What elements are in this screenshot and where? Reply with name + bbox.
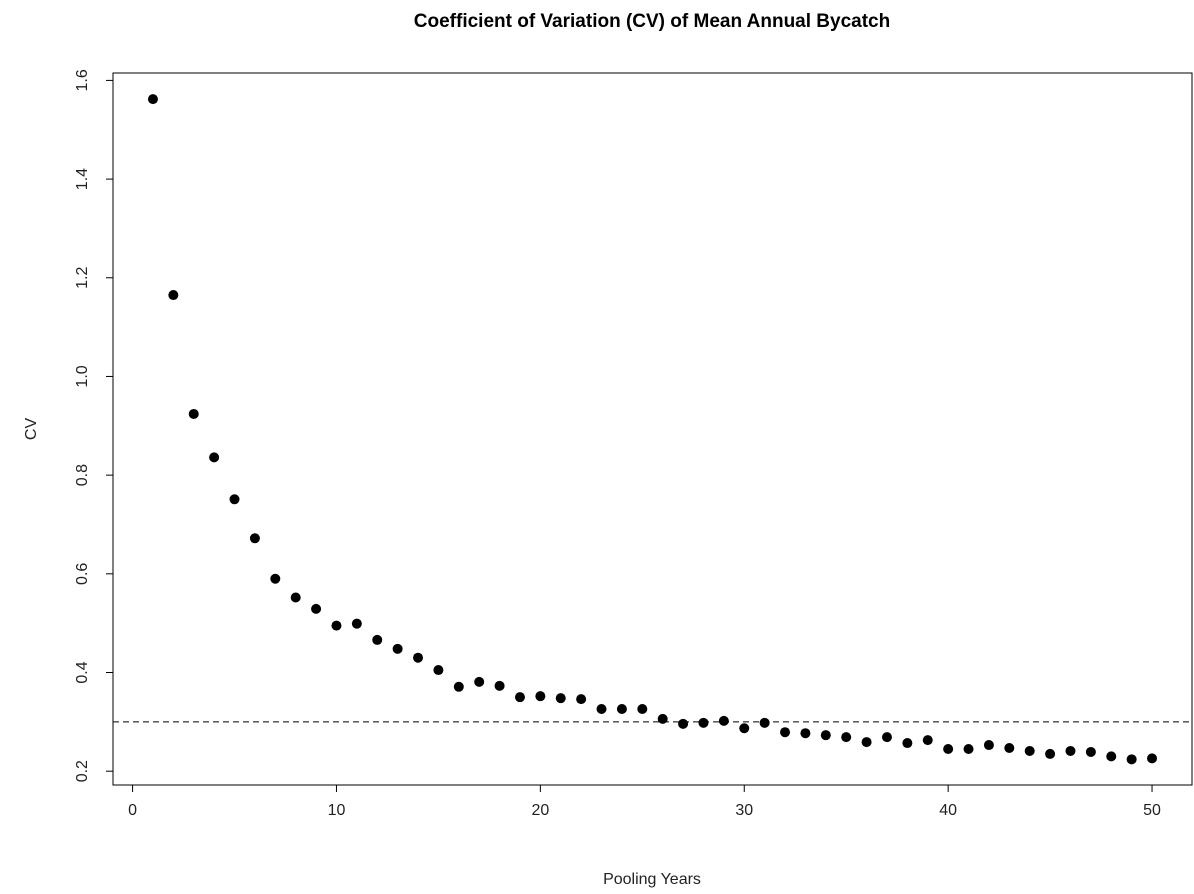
- point: [841, 732, 852, 743]
- x-tick-label: 30: [735, 802, 753, 819]
- point: [535, 691, 546, 702]
- point: [270, 573, 281, 584]
- x-tick-label: 0: [128, 802, 137, 819]
- point: [372, 634, 383, 645]
- y-tick-label: 1.0: [74, 365, 91, 387]
- point: [433, 665, 444, 676]
- point: [1045, 748, 1056, 759]
- point: [555, 693, 566, 704]
- x-tick-label: 20: [531, 802, 549, 819]
- point: [209, 452, 220, 463]
- point: [1065, 745, 1076, 756]
- point: [351, 618, 362, 629]
- point: [168, 290, 179, 301]
- point: [290, 592, 301, 603]
- point: [657, 713, 668, 724]
- x-tick-label: 50: [1143, 802, 1161, 819]
- point: [820, 730, 831, 741]
- point: [718, 715, 729, 726]
- point: [698, 717, 709, 728]
- point: [514, 692, 525, 703]
- point: [311, 603, 322, 614]
- point: [739, 723, 750, 734]
- point: [331, 620, 342, 631]
- point: [678, 718, 689, 729]
- y-tick-label: 1.6: [74, 69, 91, 91]
- y-tick-label: 1.2: [74, 267, 91, 289]
- y-tick-label: 0.2: [74, 760, 91, 782]
- point: [249, 533, 260, 544]
- point: [576, 694, 587, 705]
- point: [229, 494, 240, 505]
- point: [1126, 754, 1137, 765]
- point: [596, 704, 607, 715]
- x-tick-label: 40: [939, 802, 957, 819]
- point: [616, 704, 627, 715]
- y-axis-label: CV: [23, 418, 40, 441]
- y-tick-label: 1.4: [74, 168, 91, 190]
- chart-title: Coefficient of Variation (CV) of Mean An…: [414, 11, 890, 32]
- point: [800, 728, 811, 739]
- y-tick-label: 0.6: [74, 563, 91, 585]
- point: [392, 643, 403, 654]
- point: [861, 737, 872, 748]
- point: [881, 732, 892, 743]
- point: [413, 652, 424, 663]
- point: [963, 743, 974, 754]
- point: [147, 94, 158, 105]
- point: [1147, 753, 1158, 764]
- point: [494, 680, 505, 691]
- point: [983, 740, 994, 751]
- point: [943, 743, 954, 754]
- x-axis-label: Pooling Years: [603, 871, 701, 888]
- plot-frame: [112, 72, 1193, 786]
- point: [780, 727, 791, 738]
- point: [1024, 745, 1035, 756]
- point: [759, 717, 770, 728]
- x-tick-label: 10: [328, 802, 346, 819]
- point: [188, 408, 199, 419]
- y-tick-label: 0.8: [74, 464, 91, 486]
- y-tick-label: 0.4: [74, 661, 91, 683]
- point: [1106, 751, 1117, 762]
- point: [1085, 746, 1096, 757]
- point: [474, 676, 485, 687]
- point: [637, 704, 648, 715]
- point: [453, 681, 464, 692]
- point: [1004, 742, 1015, 753]
- point: [902, 738, 913, 749]
- point: [922, 735, 933, 746]
